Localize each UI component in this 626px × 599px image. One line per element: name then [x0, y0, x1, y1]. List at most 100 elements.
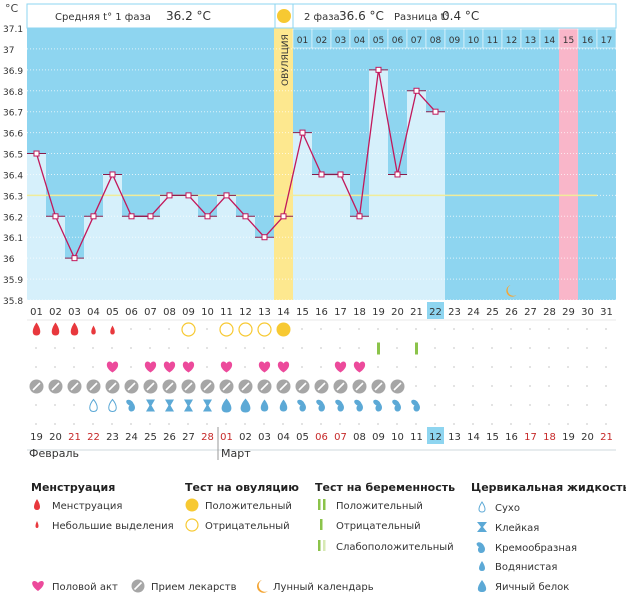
- grid-dot: [472, 347, 474, 349]
- ovulation-vertical-label: ОВУЛЯЦИЯ: [281, 34, 291, 86]
- grid-dot: [586, 347, 588, 349]
- grid-dot: [358, 328, 360, 330]
- temperature-point: [33, 150, 40, 157]
- top-day-cell: [596, 28, 617, 49]
- legend-menstruation-title: Менструация: [31, 481, 115, 494]
- cycle-day-label: 13: [258, 307, 271, 318]
- cycle-day-label: 21: [410, 307, 423, 318]
- grid-dot: [320, 347, 322, 349]
- calendar-date-label: 21: [68, 432, 81, 443]
- calendar-date-label: 25: [144, 432, 157, 443]
- grid-dot: [605, 404, 607, 406]
- grid-dot: [605, 347, 607, 349]
- medication-pill-line: [146, 382, 155, 391]
- grid-dot: [35, 347, 37, 349]
- grid-dot: [491, 385, 493, 387]
- temperature-point: [242, 213, 249, 220]
- cycle-day-label: 15: [296, 307, 309, 318]
- grid-dot: [35, 404, 37, 406]
- calendar-date-label: 10: [391, 432, 404, 443]
- y-tick-label: 35.9: [3, 276, 23, 286]
- medication-pill-line: [241, 382, 250, 391]
- cervical-dry: [89, 398, 98, 413]
- legend-spotting-item: Небольшие выделения: [52, 521, 174, 532]
- y-tick-label: 36.7: [3, 109, 23, 119]
- grid-dot: [415, 366, 417, 368]
- temperature-bar: [160, 195, 179, 300]
- cycle-day-label: 24: [467, 307, 480, 318]
- grid-dot: [301, 423, 303, 425]
- date-row: 19 20 21 22 23 24 25 26 27 28 01 02 03 04 05 06 07 08 09 10…: [30, 427, 613, 444]
- legend-ovulation-positive: Положительный: [205, 501, 292, 512]
- top-day-label: 02: [316, 36, 327, 46]
- temperature-point: [432, 108, 439, 115]
- grid-dot: [510, 423, 512, 425]
- grid-dot: [168, 328, 170, 330]
- grid-dot: [92, 347, 94, 349]
- intercourse-heart: [334, 361, 347, 373]
- grid-dot: [453, 423, 455, 425]
- grid-dot: [529, 385, 531, 387]
- temperature-bar: [179, 195, 198, 300]
- top-day-label: 07: [411, 36, 422, 46]
- legend-ovulation-negative: Отрицательный: [205, 521, 290, 532]
- y-tick-label: 36.2: [3, 213, 23, 223]
- calendar-date-label: 20: [49, 432, 62, 443]
- grid-dot: [339, 423, 341, 425]
- cycle-day-label: 08: [163, 307, 176, 318]
- top-day-label: 05: [373, 36, 384, 46]
- cycle-day-label: 22: [429, 307, 442, 318]
- grid-dot: [244, 423, 246, 425]
- cycle-day-label: 04: [87, 307, 100, 318]
- ovulation-test-negative: [181, 322, 196, 337]
- cervical-sticky: [165, 399, 174, 412]
- temperature-bar: [331, 174, 350, 300]
- top-day-label: 03: [335, 36, 346, 46]
- pregnancy-test-negative: [415, 342, 418, 355]
- grid-dot: [453, 366, 455, 368]
- grid-dot: [434, 385, 436, 387]
- medication-pill-line: [70, 382, 79, 391]
- cervical-creamy: [335, 399, 344, 412]
- temperature-polyline: [35, 69, 436, 260]
- legend-menstruation-item: Менструация: [52, 501, 122, 512]
- temperature-point: [128, 213, 135, 220]
- grid-dot: [529, 366, 531, 368]
- cycle-day-label: 06: [125, 307, 138, 318]
- grid-dot: [244, 366, 246, 368]
- temperature-point: [52, 213, 59, 220]
- temperature-bar: [369, 69, 388, 300]
- intercourse-heart: [163, 361, 176, 373]
- moon-icon: [506, 285, 517, 297]
- top-day-label: 16: [582, 36, 594, 46]
- cycle-day-label: 07: [144, 307, 157, 318]
- grid-dot: [472, 366, 474, 368]
- grid-dot: [453, 404, 455, 406]
- cervical-creamy: [373, 399, 382, 412]
- grid-dot: [586, 423, 588, 425]
- temperature-point: [280, 213, 287, 220]
- legend-pregnancy-title: Тест на беременность: [315, 481, 455, 494]
- grid-dot: [548, 347, 550, 349]
- grid-dot: [529, 423, 531, 425]
- temperature-point: [166, 192, 173, 199]
- medication-pill-line: [184, 382, 193, 391]
- cycle-day-label: 16: [315, 307, 328, 318]
- grid-dot: [168, 423, 170, 425]
- grid-dot: [434, 328, 436, 330]
- grid-dot: [54, 404, 56, 406]
- cycle-day-label: 11: [220, 307, 233, 318]
- grid-dot: [73, 423, 75, 425]
- grid-dot: [567, 366, 569, 368]
- cycle-day-label: 27: [524, 307, 537, 318]
- grid-dot: [92, 366, 94, 368]
- grid-dot: [529, 328, 531, 330]
- grid-dot: [206, 366, 208, 368]
- legend-cervical-creamy: Кремообразная: [495, 543, 577, 554]
- moon-icon: [256, 580, 268, 593]
- grid-dot: [377, 366, 379, 368]
- ovulation-negative-icon: [185, 518, 199, 532]
- cycle-day-label: 18: [353, 307, 366, 318]
- spotting-drop: [91, 325, 96, 335]
